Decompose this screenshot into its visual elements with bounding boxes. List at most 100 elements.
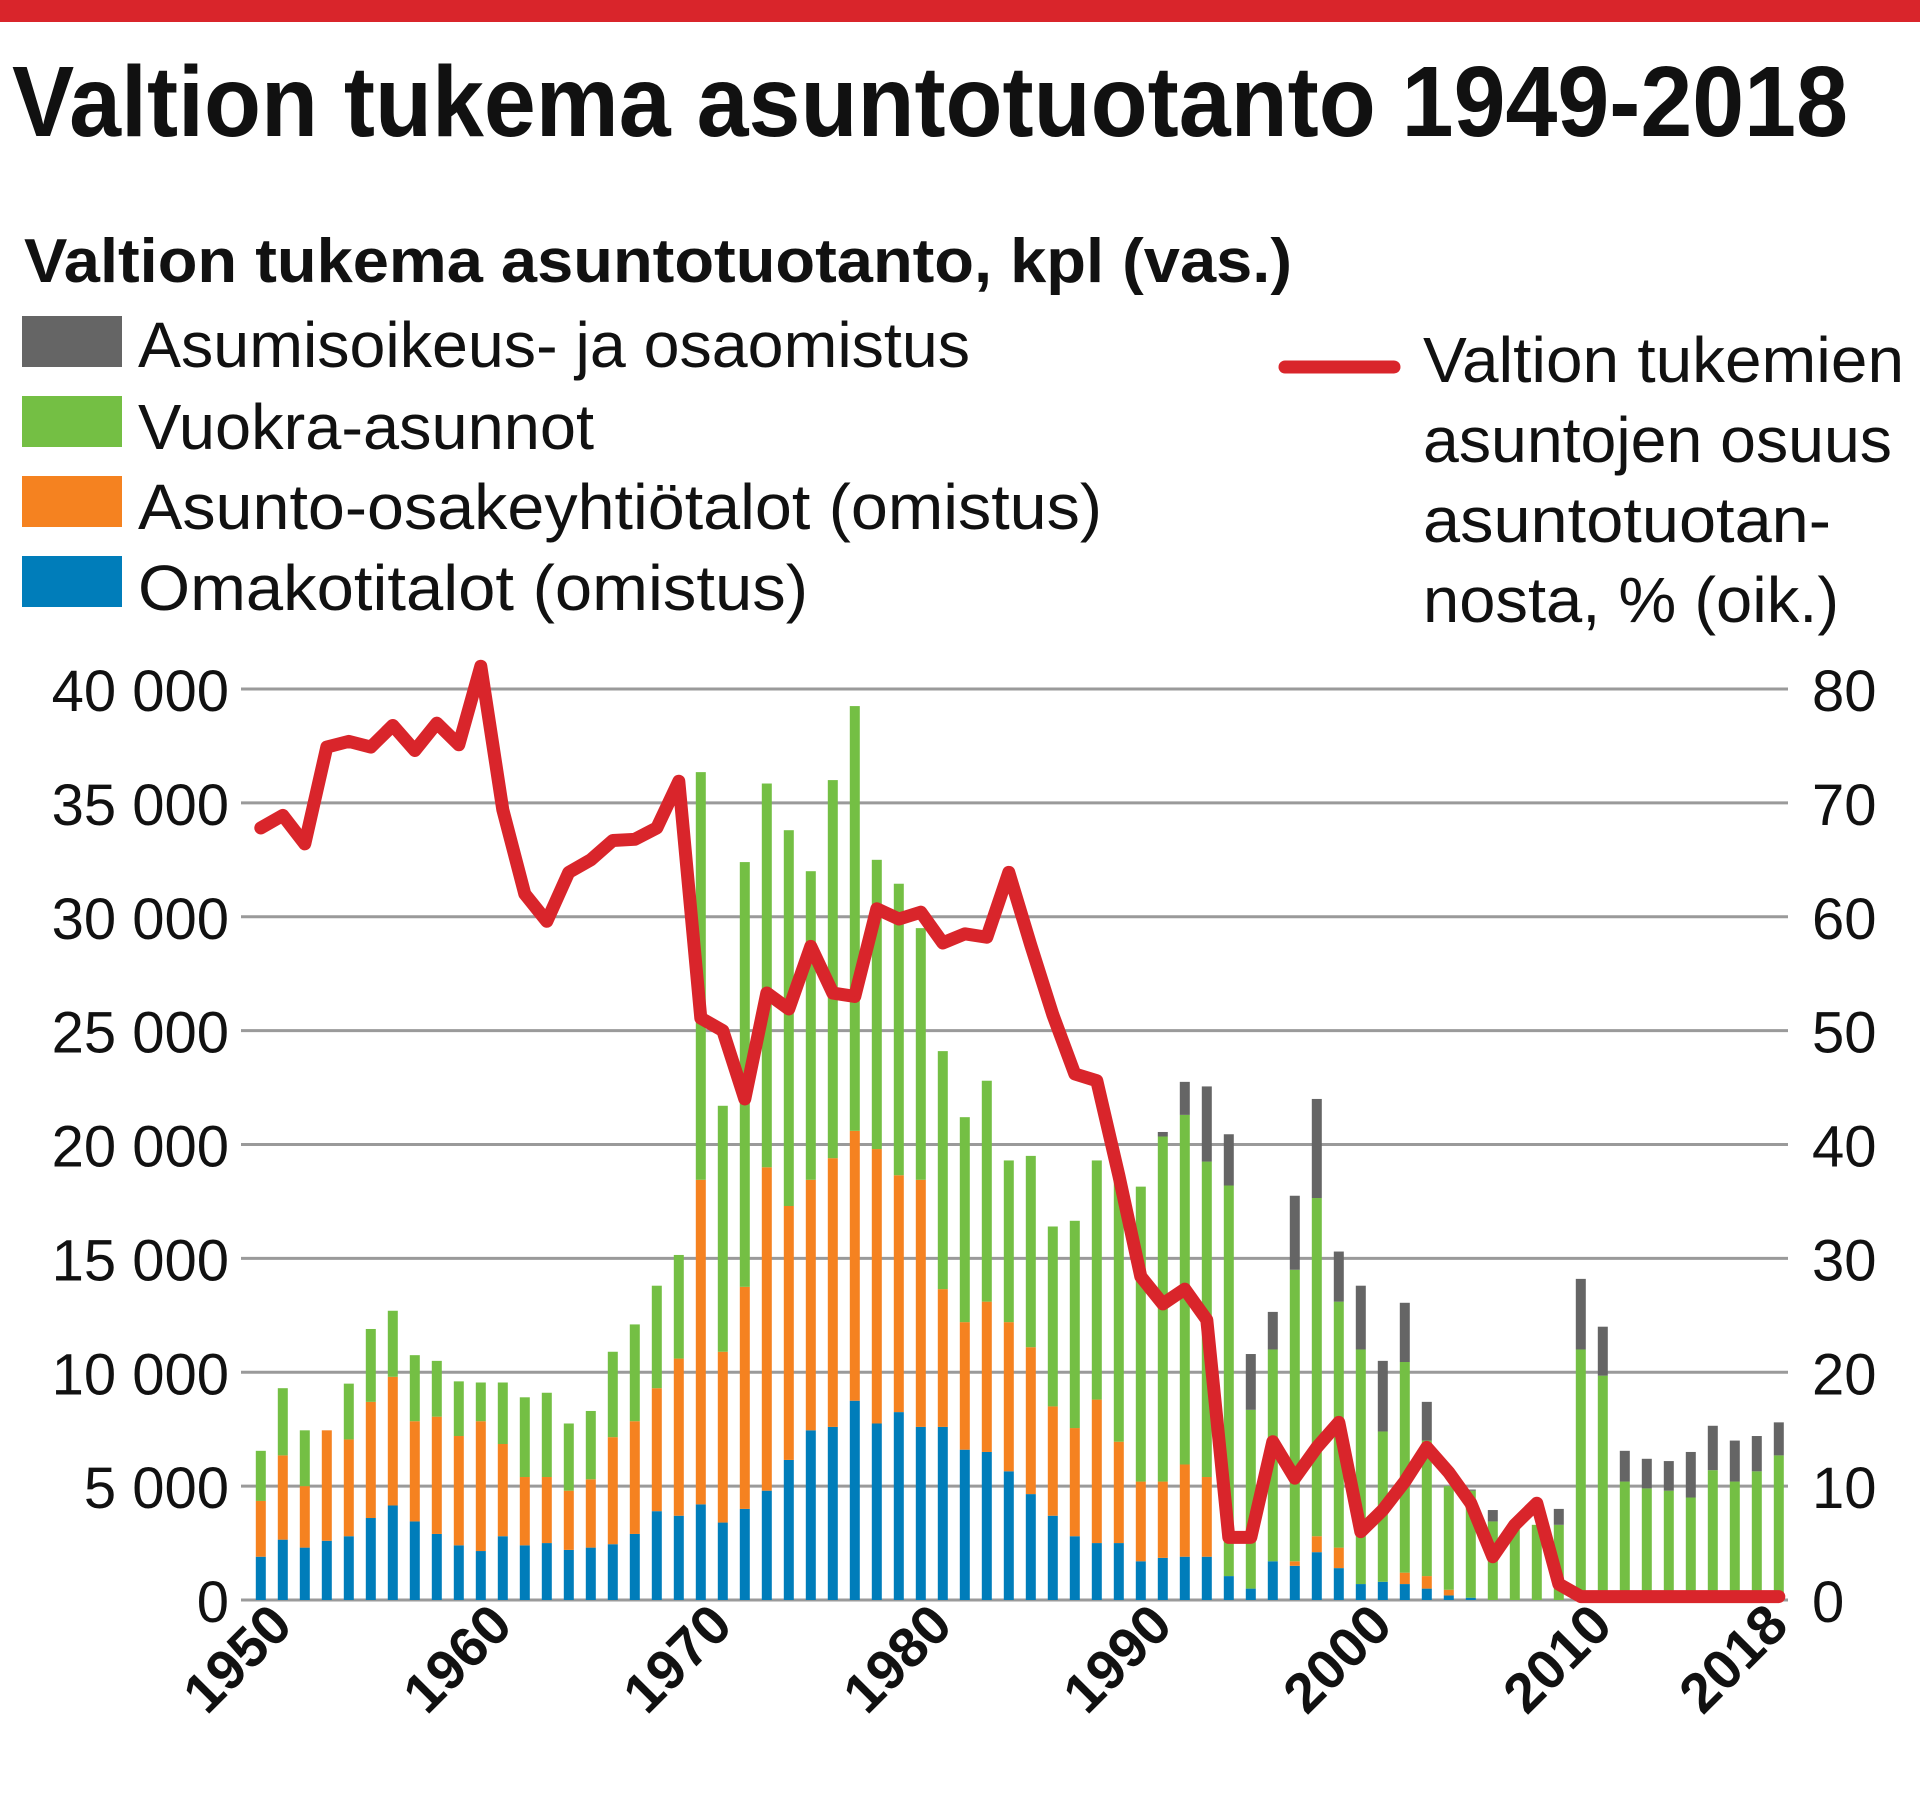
bar-omakoti-1985 (1047, 1515, 1058, 1600)
bar-aoy-1970 (717, 1351, 728, 1523)
bar-omakoti-1980 (937, 1426, 948, 1600)
bar-vuokra-1961 (519, 1397, 530, 1478)
bar-omakoti-1950 (277, 1539, 288, 1600)
bar-vuokra-1955 (387, 1310, 398, 1377)
bar-vuokra-1979 (915, 928, 926, 1180)
bar-asumisoikeus-2001 (1399, 1302, 1410, 1363)
bar-aoy-1981 (959, 1322, 970, 1450)
x-tick-label: 2018 (1667, 1592, 1800, 1725)
bar-asumisoikeus-1997 (1311, 1098, 1322, 1199)
bar-vuokra-1964 (585, 1410, 596, 1480)
bar-vuokra-2013 (1663, 1490, 1674, 1600)
bar-vuokra-1997 (1311, 1198, 1322, 1537)
bar-omakoti-1960 (497, 1536, 508, 1600)
bar-omakoti-1969 (695, 1504, 706, 1600)
bar-omakoti-1987 (1091, 1543, 1102, 1600)
bar-aoy-2002 (1421, 1576, 1432, 1589)
bar-vuokra-1996 (1289, 1269, 1300, 1562)
bar-asumisoikeus-2002 (1421, 1401, 1432, 1441)
bar-aoy-1998 (1333, 1547, 1344, 1569)
bar-vuokra-1973 (783, 830, 794, 1206)
y-right-tick-label: 30 (1812, 1228, 1877, 1293)
bar-asumisoikeus-2014 (1685, 1451, 1696, 1498)
bar-omakoti-1982 (981, 1451, 992, 1600)
bar-aoy-1997 (1311, 1536, 1322, 1553)
bar-aoy-1968 (673, 1358, 684, 1516)
x-axis: 1950 1960 1970 1980 1990 2000 2010 2018 (171, 1592, 1800, 1725)
bar-aoy-1969 (695, 1179, 706, 1505)
legend-swatch-asumisoikeus (22, 316, 122, 367)
bar-omakoti-2003 (1443, 1595, 1454, 1600)
bar-asumisoikeus-1995 (1267, 1311, 1278, 1350)
bar-omakoti-1984 (1025, 1494, 1036, 1600)
bar-vuokra-1999 (1355, 1349, 1366, 1585)
bar-omakoti-1996 (1289, 1565, 1300, 1600)
bar-vuokra-2009 (1575, 1349, 1586, 1600)
bar-aoy-1973 (783, 1205, 794, 1460)
bar-asumisoikeus-2008 (1553, 1508, 1564, 1525)
bar-aoy-1976 (849, 1130, 860, 1401)
bar-omakoti-1959 (475, 1551, 486, 1600)
bar-aoy-1979 (915, 1179, 926, 1427)
bar-omakoti-1953 (343, 1536, 354, 1600)
chart-subtitle: Valtion tukema asuntotuotanto, kpl (vas.… (24, 227, 1292, 296)
bar-aoy-1975 (827, 1158, 838, 1427)
bar-aoy-1988 (1113, 1441, 1124, 1544)
bar-asumisoikeus-1990 (1157, 1131, 1168, 1137)
bar-asumisoikeus-2004 (1465, 1489, 1476, 1491)
legend-label-asumisoikeus: Asumisoikeus- ja osaomistus (138, 309, 970, 381)
bar-omakoti-1951 (299, 1547, 310, 1600)
bar-omakoti-1975 (827, 1426, 838, 1600)
bar-vuokra-1987 (1091, 1160, 1102, 1400)
y-left-tick-label: 30 000 (52, 887, 229, 952)
x-tick-label: 2000 (1271, 1592, 1404, 1725)
bar-omakoti-1970 (717, 1522, 728, 1600)
bar-vuokra-1965 (607, 1351, 618, 1438)
bar-asumisoikeus-2012 (1641, 1458, 1652, 1489)
bar-aoy-2001 (1399, 1572, 1410, 1585)
bar-aoy-1959 (475, 1421, 486, 1552)
bar-omakoti-1986 (1069, 1536, 1080, 1600)
bar-aoy-1974 (805, 1179, 816, 1431)
bar-omakoti-1983 (1003, 1471, 1014, 1600)
bar-vuokra-2006 (1509, 1521, 1520, 1600)
bar-omakoti-1962 (541, 1543, 552, 1600)
bar-vuokra-1983 (1003, 1160, 1014, 1323)
bar-asumisoikeus-2011 (1619, 1450, 1630, 1482)
bar-omakoti-1949 (255, 1556, 266, 1600)
bar-asumisoikeus-2010 (1597, 1326, 1608, 1376)
bar-omakoti-1991 (1179, 1556, 1190, 1600)
x-tick-label: 1960 (391, 1592, 524, 1725)
bar-vuokra-1949 (255, 1450, 266, 1501)
bar-vuokra-1956 (409, 1355, 420, 1422)
legend-label-vuokra: Vuokra-asunnot (138, 391, 594, 463)
bar-vuokra-1970 (717, 1105, 728, 1352)
bar-aoy-1951 (299, 1486, 310, 1548)
y-left-tick-label: 15 000 (52, 1228, 229, 1293)
bar-aoy-1954 (365, 1401, 376, 1519)
legend-line-label-1: Valtion tukemien (1423, 324, 1904, 396)
x-tick-label: 2010 (1491, 1592, 1624, 1725)
bar-omakoti-1955 (387, 1505, 398, 1600)
bar-vuokra-1958 (453, 1381, 464, 1437)
y-left-tick-label: 20 000 (52, 1115, 229, 1180)
bar-vuokra-2016 (1729, 1481, 1740, 1600)
bar-aoy-1972 (761, 1167, 772, 1491)
legend-swatch-omakoti (22, 556, 122, 607)
bar-omakoti-1954 (365, 1518, 376, 1600)
y-left-tick-label: 35 000 (52, 773, 229, 838)
bar-vuokra-1975 (827, 780, 838, 1159)
y-right-tick-label: 0 (1812, 1570, 1844, 1635)
bar-aoy-1992 (1201, 1477, 1212, 1557)
x-tick-label: 1990 (1051, 1592, 1184, 1725)
bar-omakoti-1971 (739, 1508, 750, 1600)
bar-aoy-1991 (1179, 1464, 1190, 1557)
bar-vuokra-1954 (365, 1328, 376, 1402)
bar-omakoti-1973 (783, 1459, 794, 1600)
bar-vuokra-1976 (849, 706, 860, 1131)
x-tick-label: 1970 (611, 1592, 744, 1725)
y-right-tick-label: 40 (1812, 1115, 1877, 1180)
bar-omakoti-1990 (1157, 1557, 1168, 1600)
y-left-tick-label: 40 000 (52, 659, 229, 724)
